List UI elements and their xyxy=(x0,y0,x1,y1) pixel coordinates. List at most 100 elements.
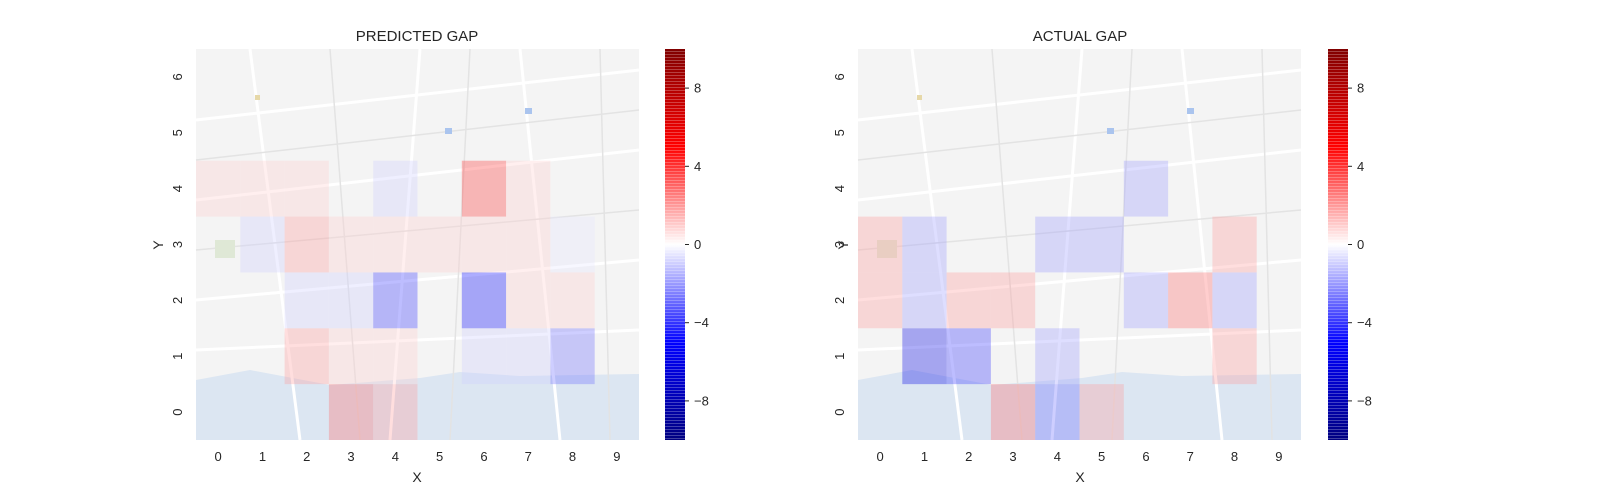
heatmap-cell xyxy=(1257,384,1301,440)
heatmap-cell xyxy=(196,328,240,384)
heatmap-cell xyxy=(284,216,329,273)
heatmap-cell xyxy=(461,272,507,329)
heatmap-cell xyxy=(328,328,374,385)
y-tick-label: 1 xyxy=(832,353,847,360)
x-tick-label: 1 xyxy=(259,449,266,464)
y-tick-label: 6 xyxy=(170,73,185,80)
heatmap-cell xyxy=(506,272,551,329)
y-tick-label: 5 xyxy=(170,129,185,136)
heatmap-cell xyxy=(1168,49,1212,105)
heatmap-cell xyxy=(550,272,595,329)
heatmap-cell xyxy=(418,49,462,105)
heatmap-cell xyxy=(858,328,902,384)
heatmap-cell xyxy=(373,328,418,385)
heatmap-cell xyxy=(1168,272,1213,329)
heatmap-cell xyxy=(1257,217,1301,273)
colorbar-tick-labels: 8 4 0 −4 −8 xyxy=(1348,81,1372,408)
heatmap-cell xyxy=(1168,328,1212,384)
heatmap-cell xyxy=(328,384,374,440)
heatmap-cell xyxy=(1257,49,1301,105)
x-tick-label: 8 xyxy=(569,449,576,464)
heatmap-cell xyxy=(947,161,991,217)
heatmap-cell xyxy=(462,49,506,105)
heatmap-cell xyxy=(418,161,462,217)
heatmap-cell xyxy=(1168,105,1212,161)
heatmap-cell xyxy=(329,161,373,217)
heatmap-cell xyxy=(550,216,595,273)
heatmap-cell xyxy=(461,328,507,385)
heatmap-cell xyxy=(902,272,947,329)
heatmap-cell xyxy=(902,328,947,385)
heatmap-cell xyxy=(947,384,991,440)
colorbar: 8 4 0 −4 −8 xyxy=(665,49,709,440)
heatmap-cell xyxy=(990,384,1036,440)
y-tick-label: 1 xyxy=(170,353,185,360)
heatmap-cell xyxy=(858,161,902,217)
heatmap-cell xyxy=(196,217,240,273)
heatmap-cell xyxy=(1168,217,1212,273)
heatmap-cell xyxy=(373,105,417,161)
heatmap-cell xyxy=(1168,161,1212,217)
colorbar-tick-label: 4 xyxy=(694,159,701,174)
heatmap-cell xyxy=(990,272,1036,329)
heatmap-cell xyxy=(1123,160,1169,217)
heatmap-cell xyxy=(991,217,1035,273)
heatmap-cell xyxy=(946,328,991,385)
heatmap-cell xyxy=(461,160,507,217)
x-axis-label: X xyxy=(412,469,422,485)
heatmap-cell xyxy=(1124,328,1168,384)
heatmap-cell xyxy=(858,105,902,161)
heatmap-cell xyxy=(240,49,284,105)
heatmap-cell xyxy=(902,105,946,161)
y-tick-label: 4 xyxy=(832,185,847,192)
x-tick-label: 9 xyxy=(613,449,620,464)
heatmap-cell xyxy=(328,216,374,273)
heatmap-cell xyxy=(1080,49,1124,105)
x-tick-label: 7 xyxy=(525,449,532,464)
heatmap-cell xyxy=(418,384,462,440)
heatmap-cell xyxy=(417,216,462,273)
colorbar-tick-label: −8 xyxy=(1357,393,1372,408)
x-tick-labels: 0 1 2 3 4 5 6 7 8 9 xyxy=(215,449,621,464)
x-tick-label: 4 xyxy=(1054,449,1061,464)
heatmap-cell xyxy=(284,328,329,385)
heatmap-cell xyxy=(595,217,639,273)
colorbar-tick-label: 8 xyxy=(1357,81,1364,96)
y-tick-labels: 0 1 2 3 4 5 6 xyxy=(832,73,847,415)
heatmap-cell xyxy=(858,272,903,329)
heatmap-cell xyxy=(991,328,1035,384)
heatmap-cell xyxy=(1257,105,1301,161)
heatmap-cell xyxy=(373,160,418,217)
heatmap-cell xyxy=(1212,216,1257,273)
x-tick-label: 2 xyxy=(965,449,972,464)
map-background xyxy=(857,48,1302,441)
y-tick-label: 6 xyxy=(832,73,847,80)
heatmap-cell xyxy=(991,161,1035,217)
x-tick-label: 8 xyxy=(1231,449,1238,464)
heatmap-cell xyxy=(373,49,417,105)
heatmap-cell xyxy=(240,328,284,384)
heatmap-cell xyxy=(1212,328,1257,385)
heatmap-cell xyxy=(1212,49,1256,105)
heatmap-cell xyxy=(902,384,946,440)
heatmap-cell xyxy=(462,384,506,440)
heatmap-cell xyxy=(196,105,240,161)
x-tick-label: 0 xyxy=(877,449,884,464)
heatmap-cell xyxy=(550,384,594,440)
heatmap-cell xyxy=(461,216,507,273)
x-tick-label: 6 xyxy=(480,449,487,464)
heatmap-cell xyxy=(506,384,550,440)
heatmap-cell xyxy=(1080,161,1124,217)
y-tick-label: 4 xyxy=(170,185,185,192)
heatmap-cell xyxy=(947,217,991,273)
heatmap-cell xyxy=(550,328,595,385)
heatmap-cell xyxy=(506,49,550,105)
heatmap-cell xyxy=(858,49,902,105)
heatmap-cell xyxy=(285,105,329,161)
heatmap-cell xyxy=(1257,272,1301,328)
heatmap-cell xyxy=(1080,272,1124,328)
heatmap-cell xyxy=(1257,161,1301,217)
heatmap-cell xyxy=(1168,384,1212,440)
map-background xyxy=(195,48,640,441)
